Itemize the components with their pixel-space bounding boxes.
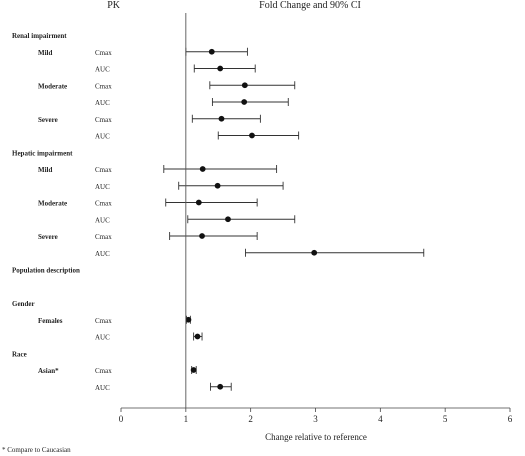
point-estimate	[190, 367, 197, 373]
x-tick-label: 4	[378, 414, 383, 424]
pk-parameter-label: Cmax	[95, 116, 112, 124]
pk-parameter-label: Cmax	[95, 233, 112, 241]
fold-change-header: Fold Change and 90% CI	[259, 0, 361, 11]
point-estimate	[199, 233, 205, 239]
subgroup-label: Moderate	[38, 200, 67, 208]
point-estimate	[241, 82, 248, 89]
footnote: * Compare to Caucasian	[2, 446, 71, 454]
group-label: Population description	[12, 267, 80, 275]
pk-parameter-label: Cmax	[95, 317, 112, 325]
subgroup-label: Severe	[38, 233, 58, 241]
point-estimate	[185, 316, 192, 323]
point-estimate	[249, 132, 255, 139]
x-tick-label: 6	[508, 414, 513, 424]
pk-parameter-label: AUC	[95, 250, 110, 258]
point-estimate	[214, 182, 221, 189]
point-estimate	[218, 115, 225, 122]
pk-column-header: PK	[107, 0, 121, 11]
pk-parameter-label: AUC	[95, 384, 110, 392]
x-tick-label: 0	[119, 414, 124, 424]
pk-parameter-label: AUC	[95, 133, 110, 141]
point-estimate	[311, 249, 318, 256]
point-estimate	[241, 99, 248, 105]
point-estimate	[217, 383, 224, 390]
point-estimate	[217, 65, 224, 72]
subgroup-label: Mild	[38, 166, 52, 174]
subgroup-label: Moderate	[38, 82, 67, 90]
point-estimate	[194, 333, 201, 340]
x-tick-label: 2	[248, 414, 253, 424]
pk-parameter-label: Cmax	[95, 82, 112, 90]
group-label: Gender	[12, 300, 35, 308]
point-estimate	[208, 48, 215, 55]
group-label: Race	[12, 350, 27, 358]
pk-parameter-label: AUC	[95, 99, 110, 107]
point-estimate	[225, 216, 231, 223]
pk-parameter-label: Cmax	[95, 200, 112, 208]
subgroup-label: Asian*	[38, 367, 59, 375]
subgroup-label: Mild	[38, 49, 52, 57]
x-axis-ticks: 0 1 2 3 4 5 6	[119, 408, 513, 424]
pk-parameter-label: Cmax	[95, 166, 112, 174]
pk-parameter-label: AUC	[95, 66, 110, 74]
subgroup-label: Severe	[38, 116, 58, 124]
x-tick-label: 5	[443, 414, 448, 424]
x-tick-label: 1	[184, 414, 189, 424]
group-label: Renal impairment	[12, 32, 67, 40]
pk-parameter-label: AUC	[95, 216, 110, 224]
forest-rows: Renal impairment Mild Cmax AUC Moderate Cmax A…	[12, 32, 425, 392]
pk-parameter-label: Cmax	[95, 49, 112, 57]
x-axis-label: Change relative to reference	[265, 432, 367, 442]
point-estimate	[199, 166, 206, 172]
subgroup-label: Females	[38, 317, 63, 325]
group-label: Hepatic impairment	[12, 149, 73, 157]
point-estimate	[195, 199, 202, 206]
pk-parameter-label: AUC	[95, 183, 110, 191]
pk-parameter-label: Cmax	[95, 367, 112, 375]
x-tick-label: 3	[313, 414, 318, 424]
pk-parameter-label: AUC	[95, 334, 110, 342]
